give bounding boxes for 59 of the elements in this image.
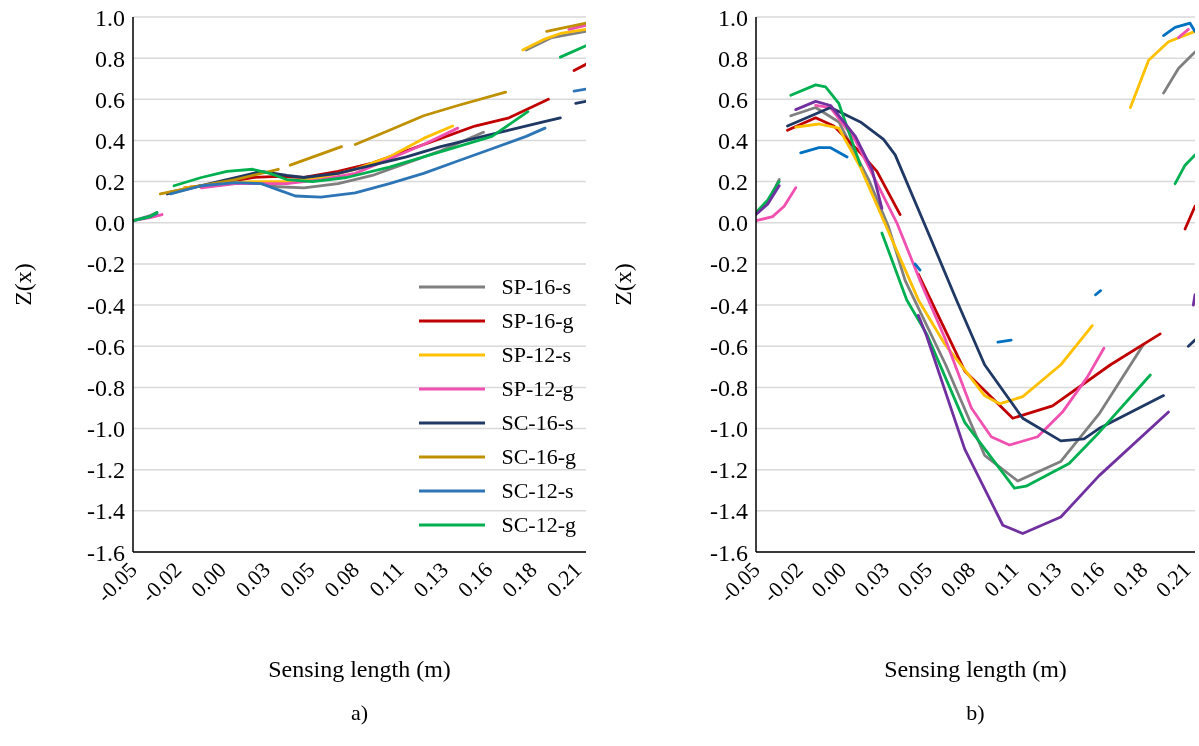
y-tick-label: 0.6 [718, 86, 748, 113]
y-tick-label: -0.6 [710, 333, 748, 360]
x-tick-label: 0.13 [408, 557, 453, 603]
y-tick-label: 0.0 [718, 210, 748, 237]
y-tick-label: -0.6 [87, 333, 125, 360]
x-tick-label: 0.13 [1021, 557, 1067, 603]
y-tick-label: 0.4 [718, 127, 748, 154]
legend-label: SC-12-g [501, 512, 576, 538]
y-tick-label: -1.4 [87, 498, 125, 525]
y-tick-label: -1.0 [87, 416, 125, 443]
x-tick-label: 0.05 [274, 557, 320, 603]
legend-label: SC-16-g [501, 444, 576, 470]
x-axis-title: Sensing length (m) [884, 656, 1067, 682]
text: a) [349, 700, 370, 726]
x-tick-label: 0.08 [935, 557, 981, 603]
x-tick-label: -0.02 [136, 557, 187, 608]
y-tick-label: -0.4 [710, 292, 748, 319]
legend-label: SP-12-g [501, 376, 574, 402]
x-tick-label: 0.03 [230, 557, 276, 603]
y-tick-label: 1.0 [95, 4, 125, 31]
y-tick-label: -1.4 [710, 498, 748, 525]
x-tick-label: 0.00 [806, 557, 851, 603]
legend-label: SC-12-s [501, 478, 574, 504]
y-tick-label: -0.2 [710, 251, 748, 278]
y-tick-label: 0.2 [95, 169, 125, 196]
y-tick-label: 1.0 [718, 4, 748, 31]
y-tick-label: 0.6 [95, 86, 125, 113]
x-tick-label: 0.16 [452, 557, 498, 603]
x-tick-label: 0.21 [541, 557, 587, 603]
legend-label: SC-16-s [501, 410, 574, 436]
y-axis-title: Z(x) [9, 263, 36, 306]
x-tick-label: 0.08 [319, 557, 365, 603]
y-tick-label: 0.2 [718, 169, 748, 196]
x-tick-label: 0.21 [1150, 557, 1196, 603]
legend-label: SP-16-g [501, 308, 574, 334]
legend-label: SP-12-s [501, 342, 572, 368]
y-axis-title: Z(x) [609, 263, 636, 306]
x-tick-label: 0.03 [849, 557, 895, 603]
text: b) [965, 700, 986, 726]
x-tick-label: 0.11 [978, 557, 1024, 602]
y-tick-label: -0.2 [87, 251, 125, 278]
x-axis-title: Sensing length (m) [268, 656, 451, 682]
x-tick-label: 0.11 [364, 557, 409, 602]
x-tick-label: 0.00 [185, 557, 231, 603]
y-tick-label: -0.8 [87, 374, 125, 401]
y-tick-label: 0.8 [718, 45, 748, 72]
y-tick-label: -1.2 [87, 457, 125, 484]
y-tick-label: -0.4 [87, 292, 125, 319]
y-tick-label: -1.0 [710, 416, 748, 443]
x-tick-label: 0.18 [1107, 557, 1153, 603]
x-tick-label: 0.16 [1064, 557, 1110, 603]
y-tick-label: -1.2 [710, 457, 748, 484]
y-tick-label: 0.4 [95, 127, 125, 154]
x-tick-label: 0.18 [496, 557, 542, 603]
y-tick-label: 0.8 [95, 45, 125, 72]
legend-label: SP-16-s [501, 274, 572, 300]
y-tick-label: -0.8 [710, 374, 748, 401]
y-tick-label: 0.0 [95, 210, 125, 237]
x-tick-label: 0.05 [892, 557, 938, 603]
